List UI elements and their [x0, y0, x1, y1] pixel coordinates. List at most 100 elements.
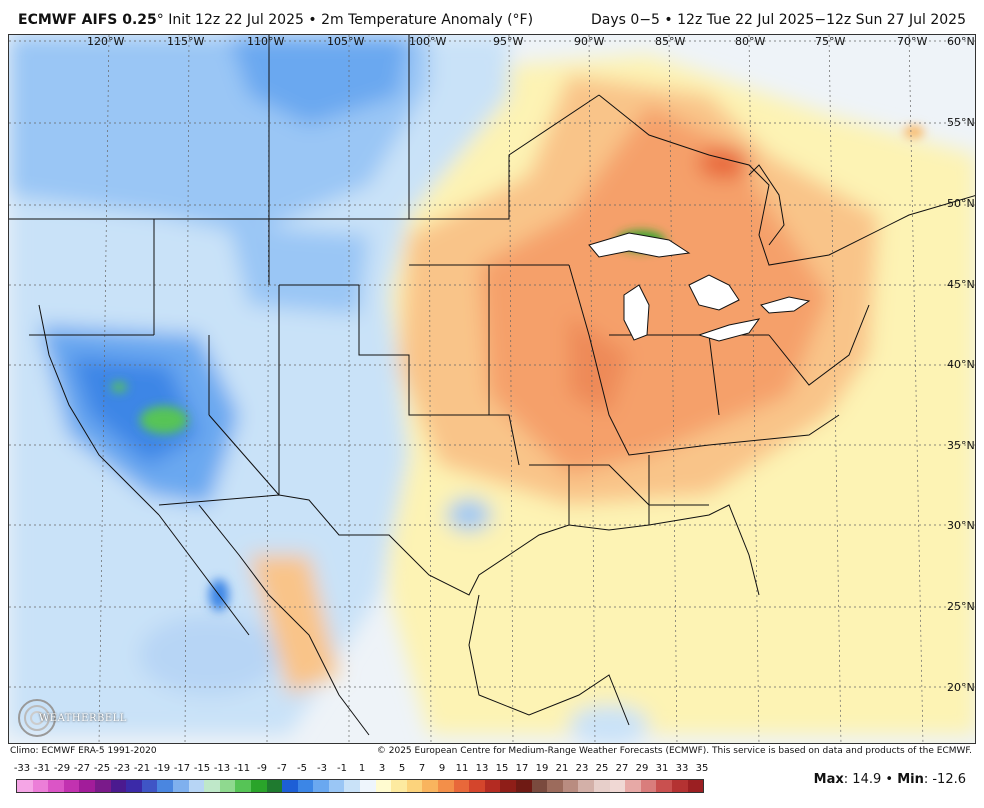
- baja-peninsula: [158, 514, 250, 636]
- legend-tick-label: -21: [133, 763, 151, 774]
- legend-swatch: [500, 780, 516, 792]
- mexico-gulf-coast: [468, 594, 630, 726]
- legend-tick-label: -11: [233, 763, 251, 774]
- lat-label-25n: 25°N: [947, 600, 975, 613]
- great-lakes: [588, 232, 811, 342]
- legend-swatch: [94, 780, 111, 792]
- legend-tick-label: -23: [113, 763, 131, 774]
- graticule: [9, 35, 975, 743]
- legend-tick-label: 29: [635, 763, 649, 774]
- legend-tick-label: -27: [73, 763, 91, 774]
- min-label: Min: [897, 772, 924, 787]
- copyright-note: © 2025 European Centre for Medium-Range …: [376, 746, 972, 756]
- lat-label-55n: 55°N: [947, 116, 975, 129]
- legend-swatch: [625, 780, 641, 792]
- legend-tick-label: 5: [398, 763, 406, 774]
- legend-swatch: [157, 780, 173, 792]
- legend-tick-label: -33: [13, 763, 31, 774]
- legend-swatch: [328, 780, 345, 792]
- legend-swatch: [266, 780, 283, 792]
- legend-tick-label: 7: [418, 763, 426, 774]
- legend-swatch: [469, 780, 485, 792]
- model-name: ECMWF AIFS 0.25: [18, 12, 157, 28]
- lon-label-80w: 80°W: [735, 35, 766, 48]
- legend-swatch: [609, 780, 626, 792]
- lon-label-100w: 100°W: [409, 35, 447, 48]
- legend-tick-label: 15: [495, 763, 509, 774]
- legend-swatch: [656, 780, 672, 792]
- legend-swatch: [422, 780, 439, 792]
- legend-swatch: [453, 780, 470, 792]
- lat-label-60n: 60°N: [947, 35, 975, 48]
- west-coastline: [38, 304, 160, 516]
- lon-label-95w: 95°W: [493, 35, 524, 48]
- legend-tick-label: 17: [515, 763, 529, 774]
- lat-label-35n: 35°N: [947, 439, 975, 452]
- legend-swatch: [297, 780, 314, 792]
- forecast-map[interactable]: 120°W 115°W 110°W 105°W 100°W 95°W 90°W …: [8, 34, 976, 744]
- lon-label-70w: 70°W: [897, 35, 928, 48]
- legend-tick-label: 23: [575, 763, 589, 774]
- legend-swatch: [391, 780, 407, 792]
- legend-swatch: [438, 780, 454, 792]
- lake-superior: [588, 232, 691, 258]
- state-lines: [29, 35, 520, 496]
- lon-label-90w: 90°W: [574, 35, 605, 48]
- lon-label-75w: 75°W: [815, 35, 846, 48]
- legend-swatch: [547, 780, 563, 792]
- lake-michigan: [623, 284, 650, 341]
- lat-label-30n: 30°N: [947, 519, 975, 532]
- legend-swatch: [313, 780, 329, 792]
- lat-label-45n: 45°N: [947, 278, 975, 291]
- legend-swatch: [593, 780, 610, 792]
- legend-tick-label: 19: [535, 763, 549, 774]
- legend-tick-label: -3: [317, 763, 327, 774]
- lake-huron: [688, 274, 740, 311]
- legend-swatch: [578, 780, 594, 792]
- legend-swatch: [687, 780, 704, 792]
- anomaly-field: [9, 35, 975, 743]
- color-legend: -33 -31 -29 -27 -25 -23 -21 -19 -17 -15 -13 -11 -9 -7…: [12, 763, 712, 803]
- legend-swatch: [250, 780, 267, 792]
- anomaly-map-canvas: [9, 35, 975, 743]
- legend-swatch: [79, 780, 95, 792]
- mexico-pacific-coast: [198, 504, 370, 736]
- legend-tick-label: -1: [337, 763, 347, 774]
- us-canada-border: [9, 94, 600, 220]
- legend-swatch: [360, 780, 376, 792]
- field-name: 2m Temperature Anomaly (°F): [321, 12, 534, 28]
- lake-erie: [697, 318, 761, 342]
- legend-swatch: [204, 780, 220, 792]
- legend-swatch: [562, 780, 579, 792]
- legend-swatch: [640, 780, 657, 792]
- legend-tick-label: -9: [257, 763, 267, 774]
- legend-tick-label: -15: [193, 763, 211, 774]
- legend-tick-label: 35: [695, 763, 709, 774]
- legend-swatch: [531, 780, 548, 792]
- legend-tick-label: -19: [153, 763, 171, 774]
- weatherbell-logo: WEATHERBELL: [15, 695, 126, 741]
- legend-swatch: [484, 780, 501, 792]
- legend-swatch: [48, 780, 64, 792]
- southern-border-and-gulf-coast: [158, 494, 760, 596]
- header: ECMWF AIFS 0.25° Init 12z 22 Jul 2025 • …: [0, 0, 984, 34]
- legend-tick-label: 27: [615, 763, 629, 774]
- legend-swatch: [671, 780, 688, 792]
- map-title: ECMWF AIFS 0.25° Init 12z 22 Jul 2025 • …: [18, 12, 534, 28]
- lake-ontario: [760, 296, 811, 314]
- lat-label-50n: 50°N: [947, 197, 975, 210]
- legend-swatch: [282, 780, 298, 792]
- lat-label-20n: 20°N: [947, 681, 975, 694]
- legend-tick-label: 13: [475, 763, 489, 774]
- degree-mark: °: [156, 12, 164, 28]
- lon-label-85w: 85°W: [655, 35, 686, 48]
- legend-swatch: [406, 780, 423, 792]
- lon-label-110w: 110°W: [247, 35, 285, 48]
- logo-swirl-icon: [18, 699, 56, 737]
- legend-swatch: [63, 780, 80, 792]
- legend-tick-label: -5: [297, 763, 307, 774]
- max-value: 14.9: [852, 772, 882, 787]
- legend-tick-label: -25: [93, 763, 111, 774]
- max-min-stats: Max: 14.9 • Min: -12.6: [813, 772, 966, 787]
- legend-tick-label: 31: [655, 763, 669, 774]
